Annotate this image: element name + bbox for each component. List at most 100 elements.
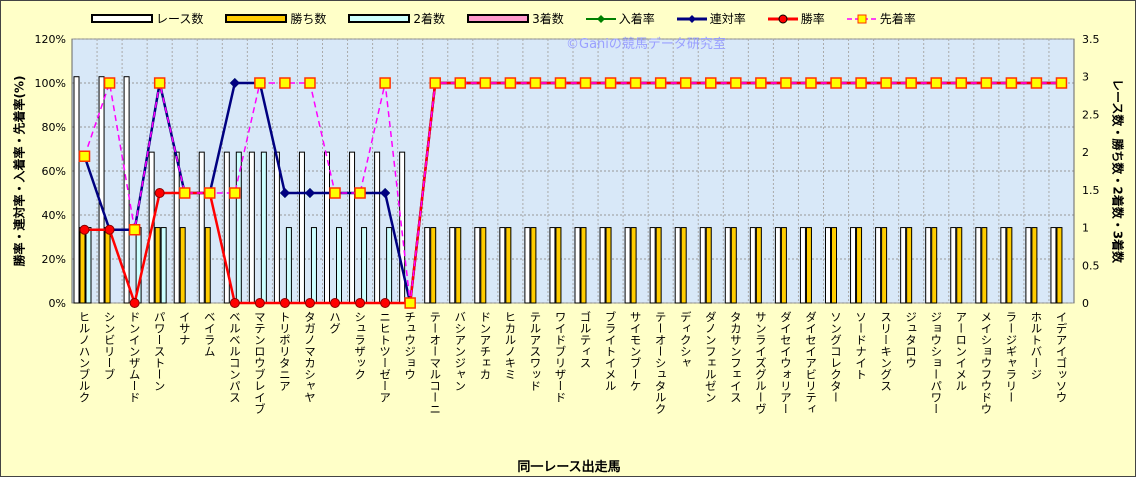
marker-circle	[104, 224, 115, 235]
bar-0	[624, 227, 631, 304]
bar-1	[1006, 227, 1013, 304]
bar-1	[630, 227, 637, 304]
marker-square	[178, 187, 191, 199]
legend-2nd: 2着数	[348, 10, 445, 27]
x-tick-label: ベルベルコンパス	[228, 311, 242, 403]
x-tick-label: シュラザック	[353, 311, 367, 380]
marker-circle	[330, 298, 341, 308]
legend-place-rate: 入着率	[585, 10, 655, 27]
bar-0	[474, 227, 481, 304]
marker-square	[604, 77, 617, 89]
bar-0	[1050, 227, 1057, 304]
marker-square	[103, 77, 116, 89]
bar-0	[248, 151, 255, 304]
marker-square	[654, 77, 667, 89]
bar-0	[1000, 227, 1007, 304]
marker-square	[1005, 77, 1018, 89]
marker-circle	[154, 188, 165, 198]
marker-square	[229, 187, 241, 199]
legend-swatch-3rd	[467, 13, 530, 23]
bar-2	[235, 151, 242, 304]
legend-swatch-top2-rate	[676, 14, 707, 23]
x-tick-label: ヒルノハンブルク	[78, 311, 92, 403]
bar-0	[123, 76, 130, 304]
bar-0	[223, 151, 230, 304]
marker-square	[529, 77, 542, 89]
legend-label: 連対率	[709, 12, 746, 26]
bar-1	[530, 227, 537, 304]
marker-square	[880, 77, 892, 89]
marker-circle	[304, 298, 315, 308]
marker-square	[404, 297, 416, 309]
marker-circle	[129, 298, 140, 308]
x-tick-label: テーオーマルコーニ	[428, 311, 442, 415]
marker-square	[755, 77, 767, 89]
marker-square	[279, 77, 291, 89]
bar-1	[931, 227, 938, 304]
x-tick-label: チュウジョウ	[403, 311, 417, 380]
bar-0	[724, 227, 731, 304]
x-tick-label: パワーストーン	[153, 311, 167, 392]
bar-0	[749, 227, 756, 304]
bar-1	[655, 227, 662, 304]
bar-0	[925, 227, 932, 304]
bar-1	[204, 227, 211, 304]
x-tick-label: テルアスワッド	[528, 311, 542, 392]
marker-square	[730, 77, 742, 89]
x-tick-label: ジョウショーパワー	[929, 311, 943, 415]
bar-0	[449, 227, 456, 304]
marker-diamond	[279, 188, 290, 198]
marker-square	[805, 77, 817, 89]
legend-3rd: 3着数	[467, 10, 564, 27]
x-tick-label: ベイラム	[203, 311, 217, 357]
x-tick-label: シンビリーブ	[103, 311, 117, 380]
bar-1	[505, 227, 512, 304]
y-axis-right-title: レース数・勝ち数・2着数・3着数	[1110, 78, 1125, 264]
x-tick-label: テーオーシュタルク	[654, 311, 668, 415]
x-tick-label: ニヒトツーゼーア	[378, 311, 392, 403]
bar-1	[956, 227, 963, 304]
x-tick-label: ドンインザムード	[128, 311, 142, 403]
y-tick-left: 100%	[35, 77, 66, 90]
bar-1	[179, 227, 186, 304]
marker-circle	[79, 224, 90, 235]
marker-square	[1055, 77, 1068, 89]
marker-square	[379, 77, 391, 89]
x-tick-label: アーロンイメル	[954, 311, 968, 392]
bar-0	[674, 227, 681, 304]
marker-square	[955, 77, 968, 89]
bar-0	[98, 76, 105, 304]
x-tick-label: ゴルティス	[579, 310, 593, 368]
y-tick-left: 60%	[42, 165, 66, 178]
bar-1	[104, 227, 111, 304]
bar-2	[285, 227, 292, 304]
marker-square	[780, 77, 792, 89]
bar-0	[900, 227, 907, 304]
bar-0	[524, 227, 531, 304]
marker-square	[705, 77, 717, 89]
marker-square	[1030, 77, 1043, 89]
y-tick-right: 1	[1082, 222, 1089, 235]
legend-swatch-win-rate	[767, 14, 798, 23]
bar-1	[981, 227, 988, 304]
marker-circle	[279, 298, 290, 308]
bar-0	[699, 227, 706, 304]
x-tick-label: バシアンジャン	[453, 311, 467, 392]
y-tick-right: 0.5	[1082, 259, 1100, 272]
bar-0	[324, 151, 330, 304]
legend: レース数 勝ち数 2着数 3着数 入着率 連対率 勝率 先着率	[91, 10, 916, 27]
bar-0	[173, 151, 180, 304]
bar-1	[605, 227, 612, 304]
x-tick-label: ダノンフェルゼン	[704, 311, 718, 403]
bar-0	[950, 227, 957, 304]
legend-swatch-races	[91, 13, 153, 23]
bar-1	[430, 227, 437, 304]
marker-square	[479, 77, 492, 89]
bar-1	[1056, 227, 1063, 304]
bar-1	[805, 227, 812, 304]
bar-0	[549, 227, 556, 304]
x-tick-label: ラージギャラリー	[1004, 311, 1018, 403]
bar-0	[198, 151, 205, 304]
legend-swatch-place-rate	[585, 14, 616, 23]
